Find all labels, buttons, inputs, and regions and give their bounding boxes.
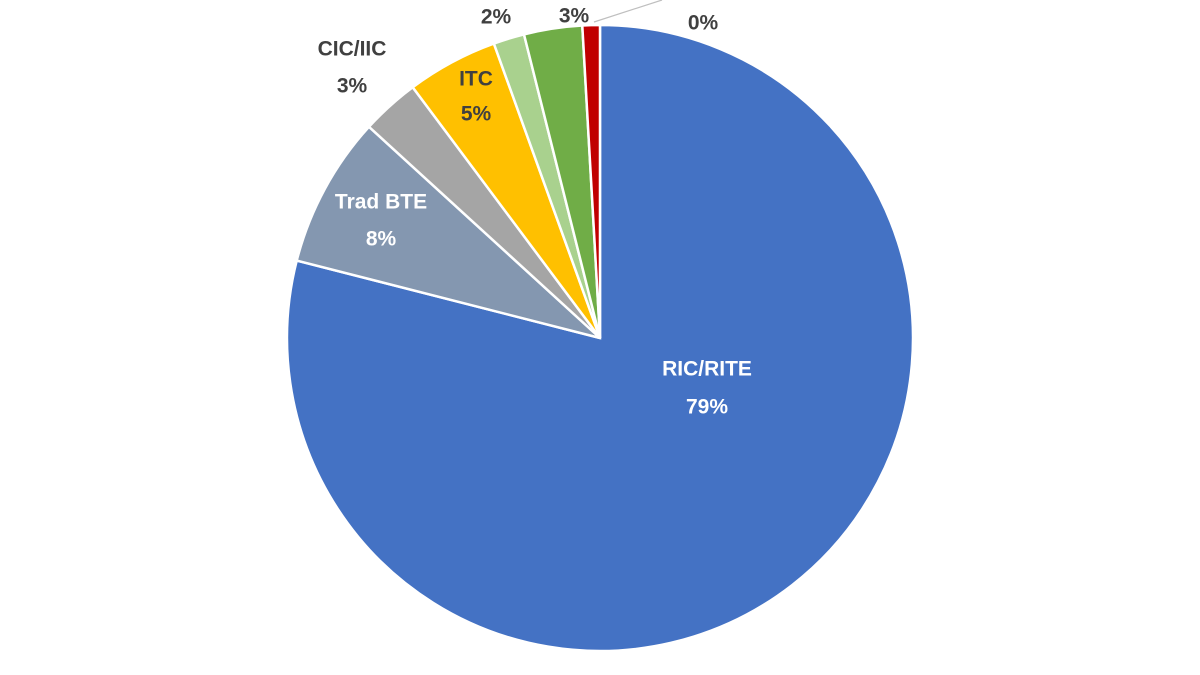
leader-line	[593, 0, 663, 23]
slice-label-name: Trad BTE	[335, 191, 427, 214]
pie-slice-trad-bte	[295, 125, 601, 340]
slice-label-percent: 79%	[686, 396, 728, 419]
pie-slice-unlabeled-6	[580, 23, 602, 339]
slice-label-percent: 2%	[481, 6, 512, 29]
slice-label-name: ITC	[459, 68, 493, 91]
slice-label-percent: 0%	[688, 12, 719, 35]
slice-label-percent: 8%	[366, 228, 397, 251]
slice-label-percent: 5%	[461, 103, 492, 126]
slice-label-name: RIC/RITE	[662, 358, 752, 381]
slice-label-percent: 3%	[559, 5, 590, 28]
slice-label-name: CIC/IIC	[318, 38, 387, 61]
slice-label-percent: 3%	[337, 75, 368, 98]
